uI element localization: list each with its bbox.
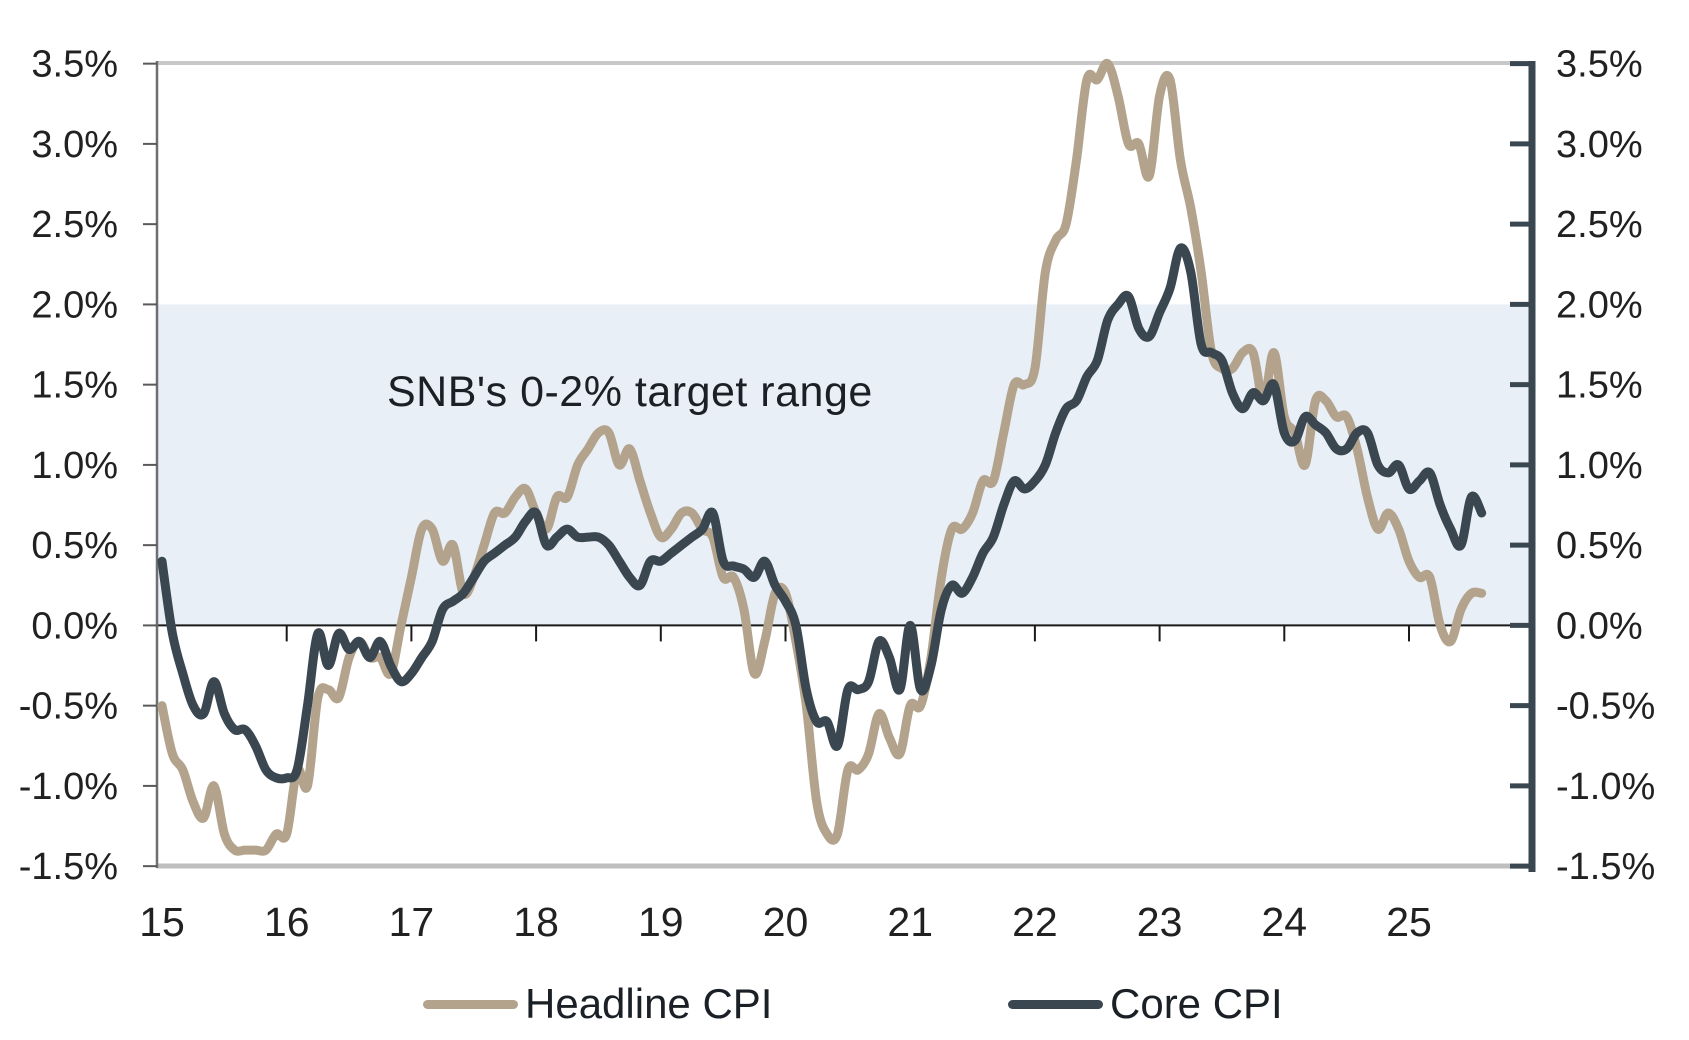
y-axis-label-right: -1.0% — [1556, 766, 1655, 808]
x-axis-label: 24 — [1261, 899, 1307, 945]
chart-legend: Headline CPI Core CPI — [0, 978, 1689, 1030]
y-axis-label-left: 3.5% — [31, 44, 118, 86]
y-axis-label-left: 1.5% — [31, 365, 118, 407]
y-axis-label-left: 2.0% — [31, 284, 118, 326]
x-axis-label: 15 — [139, 899, 185, 945]
x-axis-label: 18 — [513, 899, 559, 945]
y-axis-label-left: 0.0% — [31, 605, 118, 647]
core-cpi-line — [157, 243, 1487, 784]
y-axis-label-right: 3.5% — [1556, 44, 1643, 86]
headline-cpi-line-swatch — [423, 999, 518, 1009]
target-band — [157, 304, 1532, 626]
x-axis-label: 23 — [1137, 899, 1183, 945]
legend-label-core-cpi: Core CPI — [1110, 980, 1283, 1027]
y-axis-label-left: 3.0% — [31, 124, 118, 166]
y-axis-label-left: -1.5% — [19, 846, 118, 888]
x-axis-label: 25 — [1386, 899, 1432, 945]
y-axis-label-right: -1.5% — [1556, 846, 1655, 888]
headline-cpi-line — [157, 58, 1487, 856]
x-axis-label: 19 — [638, 899, 684, 945]
y-axis-label-right: 3.0% — [1556, 124, 1643, 166]
core-cpi-line-swatch — [1008, 999, 1103, 1009]
y-axis-label-right: 2.5% — [1556, 204, 1643, 246]
x-axis-label: 17 — [389, 899, 435, 945]
y-axis-label-right: 2.0% — [1556, 284, 1643, 326]
legend-item-headline-cpi: Headline CPI — [423, 978, 772, 1030]
x-axis-label: 21 — [887, 899, 933, 945]
y-axis-label-right: 1.5% — [1556, 365, 1643, 407]
y-axis-label-left: 0.5% — [31, 525, 118, 567]
y-axis-label-left: 1.0% — [31, 445, 118, 487]
y-axis-label-right: 1.0% — [1556, 445, 1643, 487]
legend-label-headline-cpi: Headline CPI — [525, 980, 773, 1027]
y-axis-label-right: -0.5% — [1556, 686, 1655, 728]
y-axis-label-right: 0.0% — [1556, 605, 1643, 647]
x-axis-label: 22 — [1012, 899, 1058, 945]
x-axis-label: 16 — [264, 899, 310, 945]
legend-item-core-cpi: Core CPI — [1008, 978, 1283, 1030]
y-axis-label-left: 2.5% — [31, 204, 118, 246]
y-axis-label-left: -1.0% — [19, 766, 118, 808]
target-band-annotation: SNB's 0-2% target range — [387, 368, 873, 416]
x-axis-label: 20 — [763, 899, 809, 945]
y-axis-label-left: -0.5% — [19, 686, 118, 728]
y-axis-label-right: 0.5% — [1556, 525, 1643, 567]
